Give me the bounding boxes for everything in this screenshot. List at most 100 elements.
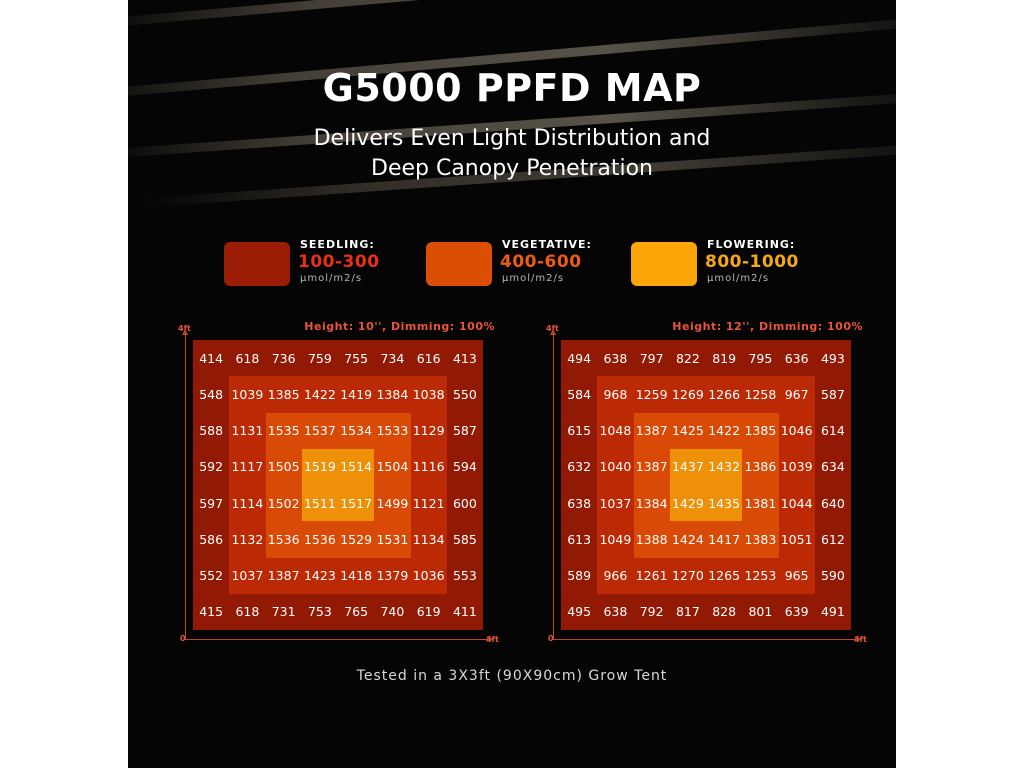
ppfd-cell: 638 <box>567 495 592 511</box>
y-axis <box>550 329 556 640</box>
ppfd-cell: 589 <box>567 568 592 584</box>
ppfd-cell: 1385 <box>267 386 300 402</box>
ppfd-cell: 594 <box>452 459 477 475</box>
ppfd-cell: 1423 <box>303 568 336 584</box>
ppfd-cell: 1514 <box>340 459 373 475</box>
subtitle-line: Delivers Even Light Distribution and <box>313 126 711 151</box>
ppfd-cell: 1051 <box>780 531 813 547</box>
ppfd-cell: 1424 <box>671 531 704 547</box>
legend-name: SEEDLING: <box>300 238 375 251</box>
ppfd-cell: 736 <box>271 350 296 366</box>
ppfd-cell: 1417 <box>708 531 741 547</box>
ppfd-cell: 1529 <box>340 531 373 547</box>
ppfd-cell: 1383 <box>744 531 777 547</box>
ppfd-cell: 615 <box>567 423 592 439</box>
ppfd-cell: 965 <box>784 568 809 584</box>
ppfd-cell: 1037 <box>599 495 632 511</box>
ppfd-cell: 1387 <box>635 459 668 475</box>
ppfd-cell: 1039 <box>231 386 264 402</box>
ppfd-cell: 1049 <box>599 531 632 547</box>
ppfd-cell: 1270 <box>671 568 704 584</box>
ppfd-cell: 1387 <box>267 568 300 584</box>
ppfd-cell: 618 <box>235 350 260 366</box>
ppfd-cell: 632 <box>567 459 592 475</box>
ppfd-cell: 1419 <box>340 386 373 402</box>
x-axis <box>553 636 861 642</box>
ppfd-cell: 1502 <box>267 495 300 511</box>
subtitle-line: Deep Canopy Penetration <box>371 156 653 181</box>
ppfd-cell: 548 <box>199 386 224 402</box>
ppfd-cell: 1517 <box>340 495 373 511</box>
ppfd-cell: 619 <box>416 604 441 620</box>
ppfd-cell: 638 <box>603 604 628 620</box>
ppfd-cell: 1388 <box>635 531 668 547</box>
page-subtitle: Delivers Even Light Distribution and Dee… <box>128 124 896 184</box>
ppfd-cell: 765 <box>344 604 369 620</box>
test-note: Tested in a 3X3ft (90X90cm) Grow Tent <box>356 668 668 684</box>
legend-swatch <box>631 242 697 286</box>
ppfd-cell: 1044 <box>780 495 813 511</box>
map-caption: Height: 12'', Dimming: 100% <box>672 320 863 333</box>
axis-label-origin: 0 <box>548 634 554 643</box>
axis-label-y-max: 4ft <box>178 324 191 333</box>
infographic-panel: G5000 PPFD MAP Delivers Even Light Distr… <box>128 0 896 768</box>
ppfd-cell: 592 <box>199 459 224 475</box>
ppfd-cell: 1519 <box>303 459 336 475</box>
ppfd-cell: 1384 <box>635 495 668 511</box>
y-axis <box>182 329 188 640</box>
ppfd-cell: 1266 <box>708 386 741 402</box>
ppfd-cell: 817 <box>675 604 700 620</box>
ppfd-cell: 1259 <box>635 386 668 402</box>
ppfd-cell: 1132 <box>231 531 264 547</box>
ppfd-cell: 1384 <box>376 386 409 402</box>
ppfd-map-10in: Height: 10'', Dimming: 100% 4ft 0 4ft 41… <box>173 320 503 650</box>
ppfd-cell: 612 <box>820 531 845 547</box>
ppfd-cell: 1425 <box>671 423 704 439</box>
legend-name: VEGETATIVE: <box>502 238 592 251</box>
ppfd-cell: 1253 <box>744 568 777 584</box>
ppfd-cell: 1261 <box>635 568 668 584</box>
ppfd-cell: 618 <box>235 604 260 620</box>
ppfd-cell: 1265 <box>708 568 741 584</box>
ppfd-cell: 1046 <box>780 423 813 439</box>
ppfd-cell: 1116 <box>412 459 445 475</box>
ppfd-cell: 1385 <box>744 423 777 439</box>
ppfd-cell: 1432 <box>708 459 741 475</box>
ppfd-cell: 413 <box>452 350 477 366</box>
ppfd-cell: 1422 <box>303 386 336 402</box>
ppfd-cell: 753 <box>307 604 332 620</box>
ppfd-cell: 1269 <box>671 386 704 402</box>
ppfd-cell: 1534 <box>340 423 373 439</box>
ppfd-cell: 491 <box>820 604 845 620</box>
ppfd-cell: 1429 <box>671 495 704 511</box>
ppfd-cell: 1121 <box>412 495 445 511</box>
ppfd-cell: 1038 <box>412 386 445 402</box>
ppfd-cell: 585 <box>452 531 477 547</box>
ppfd-cell: 586 <box>199 531 224 547</box>
ppfd-cell: 792 <box>639 604 664 620</box>
ppfd-cell: 1531 <box>376 531 409 547</box>
ppfd-cell: 819 <box>712 350 737 366</box>
ppfd-cell: 1504 <box>376 459 409 475</box>
ppfd-cell: 588 <box>199 423 224 439</box>
ppfd-cell: 640 <box>820 495 845 511</box>
ppfd-cell: 590 <box>820 568 845 584</box>
ppfd-cell: 584 <box>567 386 592 402</box>
legend-unit: μmol/m2/s <box>707 273 770 284</box>
ppfd-cell: 616 <box>416 350 441 366</box>
ppfd-cell: 597 <box>199 495 224 511</box>
ppfd-cell: 1040 <box>599 459 632 475</box>
page-title: G5000 PPFD MAP <box>322 66 702 110</box>
ppfd-cell: 1418 <box>340 568 373 584</box>
ppfd-cell: 1422 <box>708 423 741 439</box>
ppfd-cell: 1048 <box>599 423 632 439</box>
ppfd-cell: 587 <box>452 423 477 439</box>
ppfd-cell: 1114 <box>231 495 264 511</box>
ppfd-cell: 600 <box>452 495 477 511</box>
ppfd-cell: 587 <box>820 386 845 402</box>
ppfd-cell: 495 <box>567 604 592 620</box>
zone-center <box>301 448 375 522</box>
ppfd-cell: 1379 <box>376 568 409 584</box>
light-bar-decoration <box>128 0 896 29</box>
ppfd-cell: 1134 <box>412 531 445 547</box>
